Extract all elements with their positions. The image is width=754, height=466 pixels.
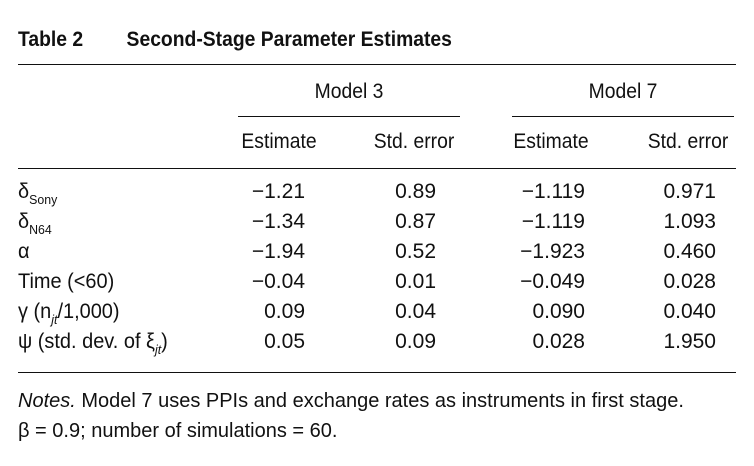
column-header-estimate-m3: Estimate: [241, 130, 317, 153]
table-cell: −1.119: [521, 180, 585, 203]
table-cell: 1.950: [663, 330, 716, 353]
header-rule: [18, 168, 736, 169]
row-label-subscript: jt: [51, 312, 58, 327]
table-cell: 0.04: [395, 300, 436, 323]
row-label: Time (<60): [18, 270, 114, 294]
table-cell: −1.34: [251, 210, 305, 233]
row-label-subscript: Sony: [29, 192, 58, 207]
row-label: δN64: [18, 210, 52, 237]
table-cell: 0.09: [395, 330, 436, 353]
table-row: δN64 −1.34 0.87 −1.119 1.093: [0, 210, 754, 240]
notes-lead: Notes.: [18, 390, 76, 412]
table-cell: 0.52: [395, 240, 436, 263]
table-cell: 0.87: [395, 210, 436, 233]
table-cell: 0.971: [663, 180, 716, 203]
bottom-rule: [18, 372, 736, 373]
row-label-subscript: jt: [154, 342, 162, 357]
row-label-suffix: ): [161, 330, 168, 353]
row-label: γ (njt/1,000): [18, 300, 120, 327]
group-header-model-3: Model 3: [314, 80, 384, 103]
notes-line-1: Model 7 uses PPIs and exchange rates as …: [75, 390, 684, 412]
notes-line-2: β = 0.9; number of simulations = 60.: [18, 420, 338, 442]
row-label-text: γ (n: [18, 300, 52, 323]
table-cell: 0.89: [395, 180, 436, 203]
column-header-stderror-m7: Std. error: [647, 130, 729, 153]
row-label-text: δ: [18, 180, 30, 203]
table-cell: −0.04: [251, 270, 305, 293]
table-cell: −1.94: [251, 240, 305, 263]
table-cell: 1.093: [663, 210, 716, 233]
table-cell: 0.028: [663, 270, 716, 293]
table-title: Table 2 Second-Stage Parameter Estimates: [18, 28, 452, 52]
table-cell: 0.460: [663, 240, 716, 263]
table-cell: −1.21: [251, 180, 305, 203]
table-notes: Notes. Model 7 uses PPIs and exchange ra…: [18, 386, 738, 446]
column-header-stderror-m3: Std. error: [373, 130, 455, 153]
table-cell: 0.01: [395, 270, 436, 293]
row-label: α: [18, 240, 30, 264]
row-label-subscript: N64: [29, 222, 52, 237]
table-row: δSony −1.21 0.89 −1.119 0.971: [0, 180, 754, 210]
row-label-text: ψ (std. dev. of ξ: [18, 330, 155, 353]
table-cell: 0.090: [532, 300, 585, 323]
column-header-estimate-m7: Estimate: [513, 130, 589, 153]
table-caption: Second-Stage Parameter Estimates: [126, 28, 452, 51]
row-label: ψ (std. dev. of ξjt): [18, 330, 168, 357]
row-label-text: Time (<60): [18, 270, 115, 293]
table-cell: 0.05: [264, 330, 305, 353]
table-cell: −1.923: [520, 240, 585, 263]
table-row: α −1.94 0.52 −1.923 0.460: [0, 240, 754, 270]
table-row: ψ (std. dev. of ξjt) 0.05 0.09 0.028 1.950: [0, 330, 754, 360]
table-row: γ (njt/1,000) 0.09 0.04 0.090 0.040: [0, 300, 754, 330]
row-label-suffix: /1,000): [57, 300, 120, 323]
table-cell: 0.09: [264, 300, 305, 323]
row-label-text: δ: [18, 210, 30, 233]
top-rule: [18, 64, 736, 65]
row-label: δSony: [18, 180, 57, 207]
table-cell: 0.040: [663, 300, 716, 323]
group-header-model-7: Model 7: [588, 80, 658, 103]
row-label-text: α: [18, 240, 30, 263]
table-number: Table 2: [18, 28, 84, 51]
table-cell: −1.119: [521, 210, 585, 233]
group-rule-model-3: [238, 116, 460, 117]
table-row: Time (<60) −0.04 0.01 −0.049 0.028: [0, 270, 754, 300]
table-cell: 0.028: [532, 330, 585, 353]
table-cell: −0.049: [520, 270, 585, 293]
group-rule-model-7: [512, 116, 734, 117]
